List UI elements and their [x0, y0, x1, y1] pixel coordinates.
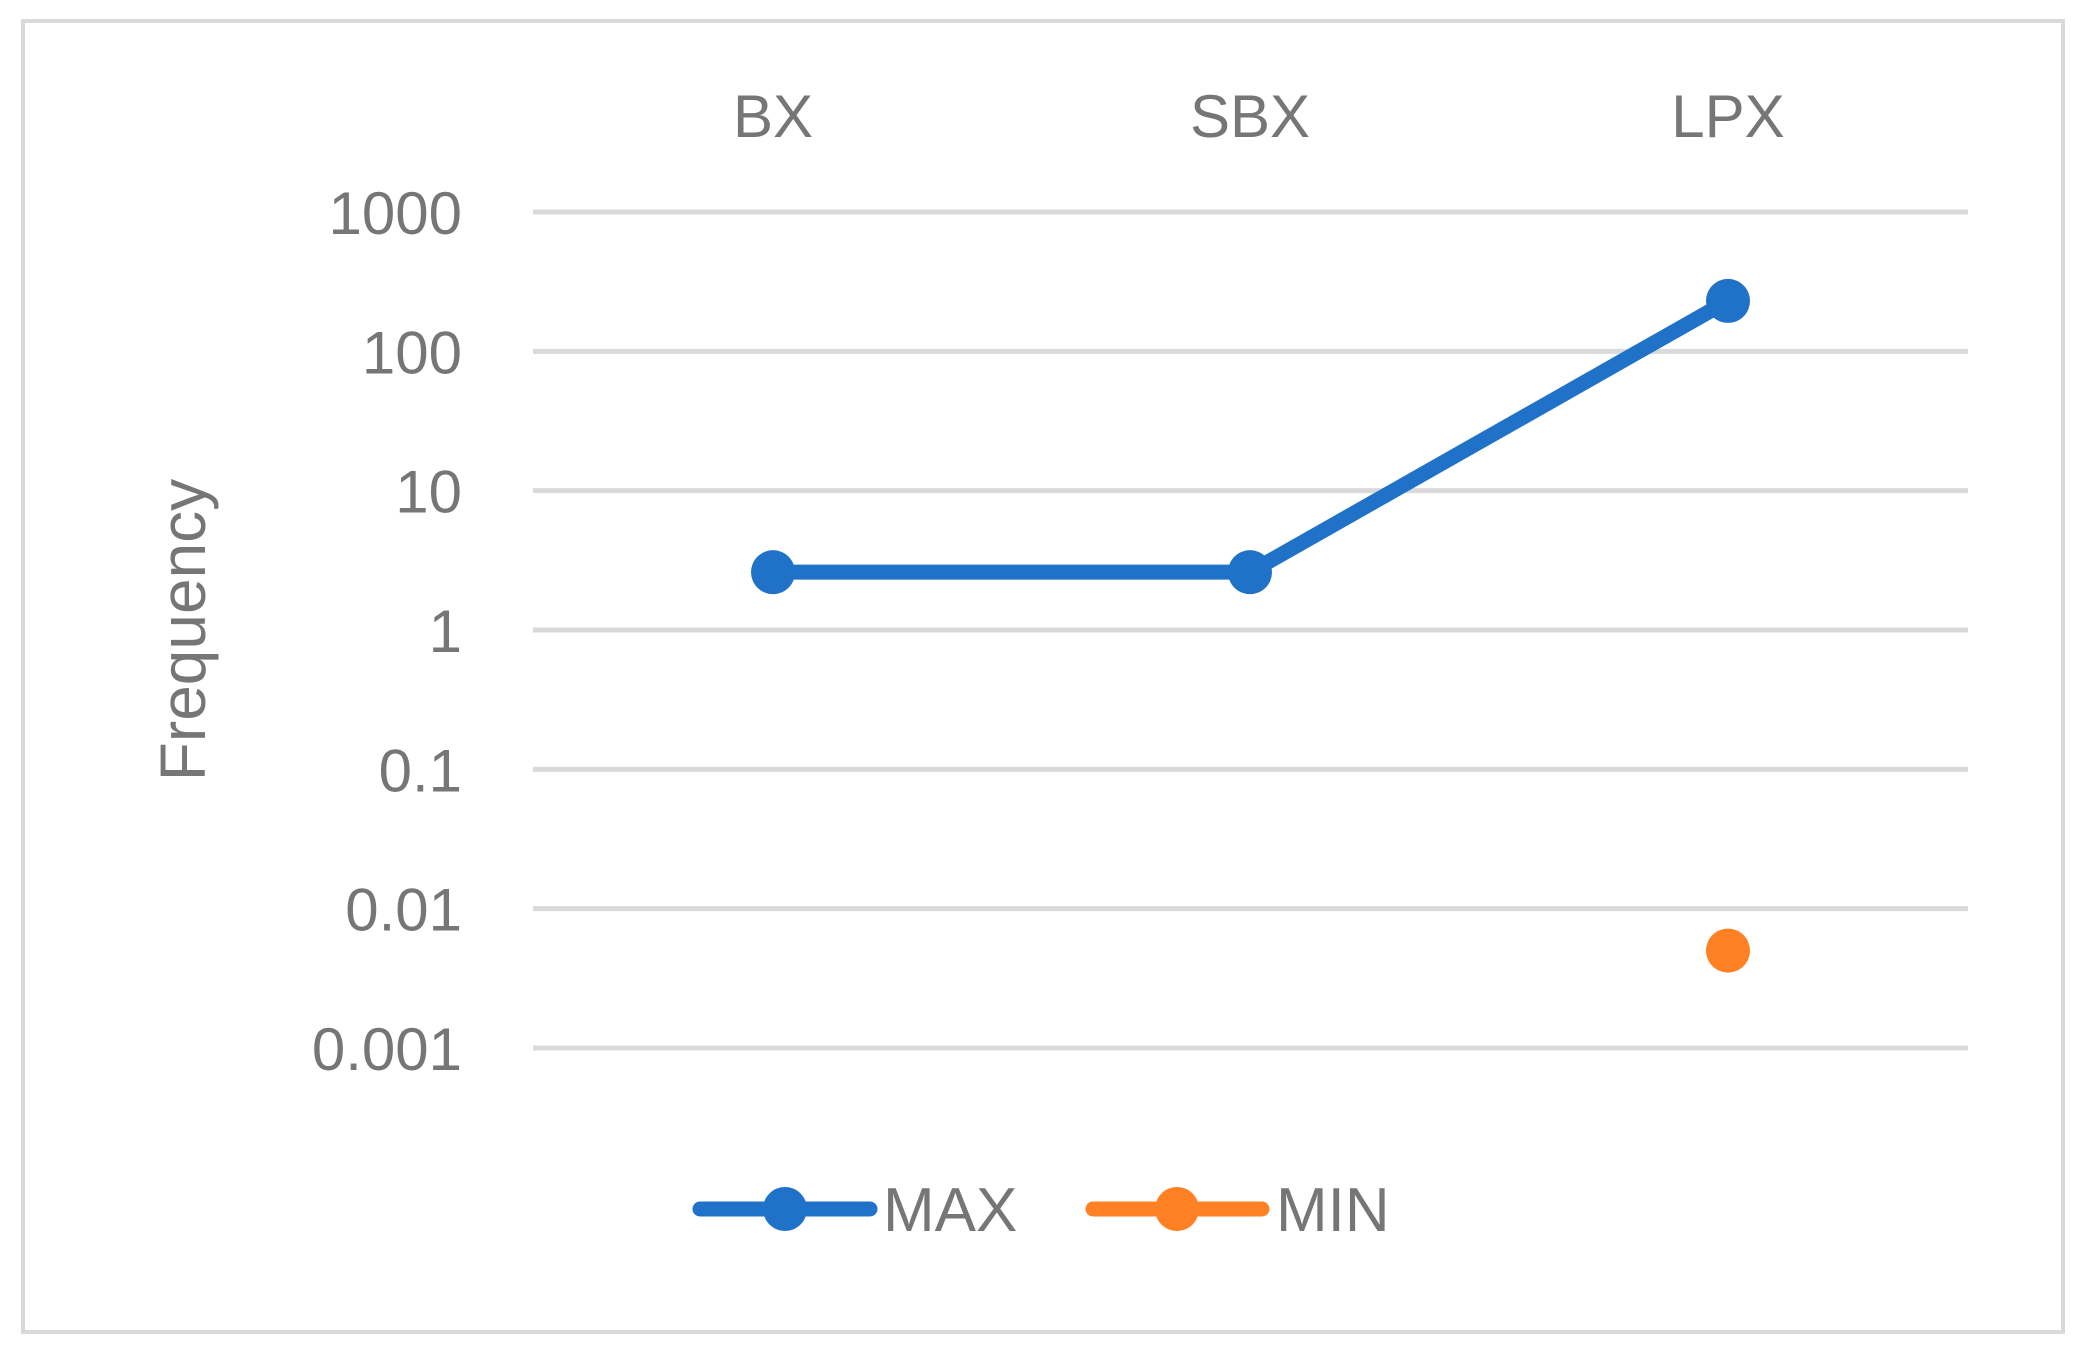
legend-label: MAX [883, 1176, 1017, 1245]
legend-label: MIN [1276, 1176, 1390, 1245]
y-tick-label: 1000 [329, 180, 462, 247]
y-tick-label: 10 [395, 459, 462, 526]
legend-marker [1155, 1187, 1199, 1231]
y-tick-label: 1 [429, 598, 462, 665]
y-tick-label: 0.1 [379, 737, 462, 804]
y-tick-label: 0.001 [312, 1016, 462, 1083]
chart-border [21, 19, 2065, 1334]
legend-marker [763, 1187, 807, 1231]
data-point [1228, 550, 1272, 595]
legend-item-max: MAX [692, 1176, 1017, 1245]
data-point [751, 550, 795, 595]
data-point [1706, 278, 1750, 323]
x-axis-tick-labels: BX SBX LPX [733, 83, 1785, 150]
series [751, 278, 1750, 973]
data-point [1706, 928, 1750, 973]
legend-item-min: MIN [1085, 1176, 1390, 1245]
x-tick-label: BX [733, 83, 813, 150]
x-tick-label: LPX [1671, 83, 1784, 150]
series-min [1706, 928, 1750, 973]
y-axis-tick-labels: 1000 100 10 1 0.1 0.01 0.001 [312, 180, 462, 1083]
x-tick-label: SBX [1190, 83, 1310, 150]
gridlines [533, 209, 1968, 1051]
legend: MAX MIN [692, 1176, 1390, 1245]
y-axis-label: Frequency [147, 479, 219, 781]
y-tick-label: 0.01 [345, 877, 462, 944]
series-max [751, 278, 1750, 595]
y-tick-label: 100 [362, 319, 462, 386]
